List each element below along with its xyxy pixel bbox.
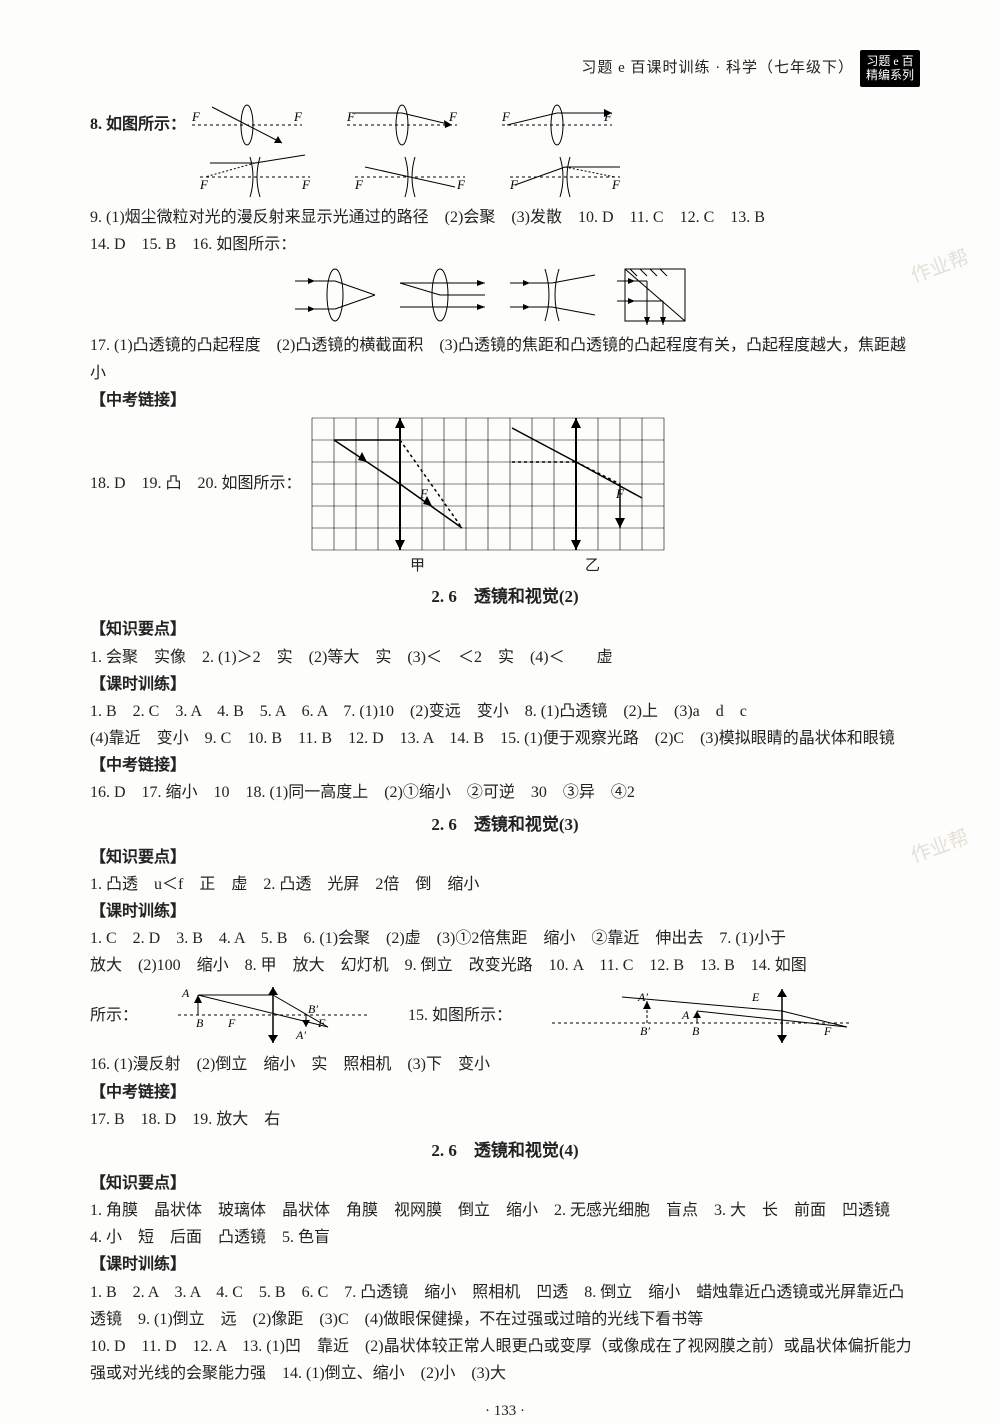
svg-text:F: F bbox=[823, 1024, 832, 1038]
q14-prefix: 14. D 15. B 16. 如图所示： bbox=[90, 231, 296, 258]
tr4-l2: 10. D 11. D 12. A 13. (1)凹 靠近 (2)晶状体较正常人… bbox=[90, 1333, 920, 1387]
svg-text:F: F bbox=[611, 177, 621, 192]
svg-text:A: A bbox=[681, 1008, 690, 1022]
svg-text:F: F bbox=[301, 177, 311, 192]
q16-diagrams bbox=[290, 260, 920, 330]
svg-text:B′: B′ bbox=[308, 1002, 318, 1016]
ray15-diagram: A′ A B′ B E F bbox=[552, 983, 852, 1047]
grid-diagram: F F bbox=[308, 414, 668, 554]
ray-diagrams-row: 所示： A B F B′ F A′ 15. 如图所示： A′ A B′ B E bbox=[90, 983, 920, 1047]
svg-text:B: B bbox=[692, 1024, 700, 1038]
svg-text:A: A bbox=[181, 986, 190, 1000]
header-badge: 习题 e 百 精编系列 bbox=[860, 50, 920, 87]
q14-row: 14. D 15. B 16. 如图所示： bbox=[90, 231, 920, 258]
tr3-l2: 放大 (2)100 缩小 8. 甲 放大 幻灯机 9. 倒立 改变光路 10. … bbox=[90, 952, 920, 979]
page-number: · 133 · bbox=[90, 1399, 920, 1425]
ray14-diagram: A B F B′ F A′ bbox=[178, 983, 368, 1047]
tr2-l1: 1. B 2. C 3. A 4. B 5. A 6. A 7. (1)10 (… bbox=[90, 698, 920, 725]
grid-label-left: 甲 bbox=[410, 554, 425, 580]
svg-text:F: F bbox=[448, 109, 458, 124]
svg-text:F: F bbox=[200, 177, 209, 192]
header-title: 习题 e 百课时训练 · 科学（七年级下） bbox=[581, 56, 854, 82]
tr3-l3-prefix: 所示： bbox=[90, 1002, 138, 1029]
q8-row: 8. 如图所示： F F F F F F bbox=[90, 100, 920, 150]
zk2-line: 16. D 17. 缩小 10 18. (1)同一高度上 (2)①缩小 ②可逆 … bbox=[90, 779, 920, 806]
svg-text:A′: A′ bbox=[295, 1028, 306, 1042]
tr3-l1: 1. C 2. D 3. B 4. A 5. B 6. (1)会聚 (2)虚 (… bbox=[90, 925, 920, 952]
tr4-l1: 1. B 2. A 3. A 4. C 5. B 6. C 7. 凸透镜 缩小 … bbox=[90, 1279, 920, 1333]
badge-line2: 精编系列 bbox=[866, 68, 914, 82]
svg-text:F: F bbox=[227, 1016, 236, 1030]
svg-text:F: F bbox=[346, 109, 356, 124]
sec-2-6-4-title: 2. 6 透镜和视觉(4) bbox=[90, 1137, 920, 1166]
zk3-tag: 【中考链接】 bbox=[90, 1079, 920, 1106]
tr3-mid: 15. 如图所示： bbox=[408, 1002, 512, 1029]
svg-text:B′: B′ bbox=[640, 1024, 650, 1038]
q9-line: 9. (1)烟尘微粒对光的漫反射来显示光通过的路径 (2)会聚 (3)发散 10… bbox=[90, 204, 920, 231]
q8-top-diagrams: F F F F F F bbox=[192, 100, 652, 150]
kp4-tag: 【知识要点】 bbox=[90, 1170, 920, 1197]
svg-text:F: F bbox=[354, 177, 364, 192]
zk2-tag: 【中考链接】 bbox=[90, 752, 920, 779]
kp3-tag: 【知识要点】 bbox=[90, 844, 920, 871]
grid-label-right: 乙 bbox=[585, 554, 600, 580]
badge-line1: 习题 e 百 bbox=[866, 54, 914, 68]
kp4-l2: 4. 小 短 后面 凸透镜 5. 色盲 bbox=[90, 1224, 920, 1251]
kp3-line: 1. 凸透 u＜f 正 虚 2. 凸透 光屏 2倍 倒 缩小 bbox=[90, 871, 920, 898]
page-header: 习题 e 百课时训练 · 科学（七年级下） 习题 e 百 精编系列 bbox=[581, 50, 920, 87]
tr2-tag: 【课时训练】 bbox=[90, 671, 920, 698]
kp4-l1: 1. 角膜 晶状体 玻璃体 晶状体 角膜 视网膜 倒立 缩小 2. 无感光细胞 … bbox=[90, 1197, 920, 1224]
q8-bottom-diagrams: F F F F F F bbox=[200, 152, 920, 202]
grid-labels: 甲 乙 bbox=[90, 554, 920, 580]
zk1-tag: 【中考链接】 bbox=[90, 387, 920, 414]
tr4-tag: 【课时训练】 bbox=[90, 1251, 920, 1278]
svg-text:F: F bbox=[192, 109, 201, 124]
kp2-line: 1. 会聚 实像 2. (1)＞2 实 (2)等大 实 (3)＜ ＜2 实 (4… bbox=[90, 644, 920, 671]
q17-line: 17. (1)凸透镜的凸起程度 (2)凸透镜的横截面积 (3)凸透镜的焦距和凸透… bbox=[90, 332, 920, 386]
page-content: 8. 如图所示： F F F F F F bbox=[90, 100, 920, 1425]
q8-prefix: 8. 如图所示： bbox=[90, 111, 186, 138]
sec-2-6-3-title: 2. 6 透镜和视觉(3) bbox=[90, 811, 920, 840]
kp2-tag: 【知识要点】 bbox=[90, 616, 920, 643]
svg-text:E: E bbox=[751, 990, 760, 1004]
svg-text:B: B bbox=[196, 1016, 204, 1030]
tr2-l2: (4)靠近 变小 9. C 10. B 11. B 12. D 13. A 14… bbox=[90, 725, 920, 752]
svg-text:F: F bbox=[293, 109, 303, 124]
sec-2-6-2-title: 2. 6 透镜和视觉(2) bbox=[90, 583, 920, 612]
svg-text:F: F bbox=[456, 177, 466, 192]
zk1-prefix: 18. D 19. 凸 20. 如图所示： bbox=[90, 470, 302, 497]
tr3-tag: 【课时训练】 bbox=[90, 898, 920, 925]
zk1-row: 18. D 19. 凸 20. 如图所示： bbox=[90, 414, 920, 554]
zk3-line: 17. B 18. D 19. 放大 右 bbox=[90, 1106, 920, 1133]
tr3-l4: 16. (1)漫反射 (2)倒立 缩小 实 照相机 (3)下 变小 bbox=[90, 1051, 920, 1078]
svg-text:F: F bbox=[501, 109, 511, 124]
